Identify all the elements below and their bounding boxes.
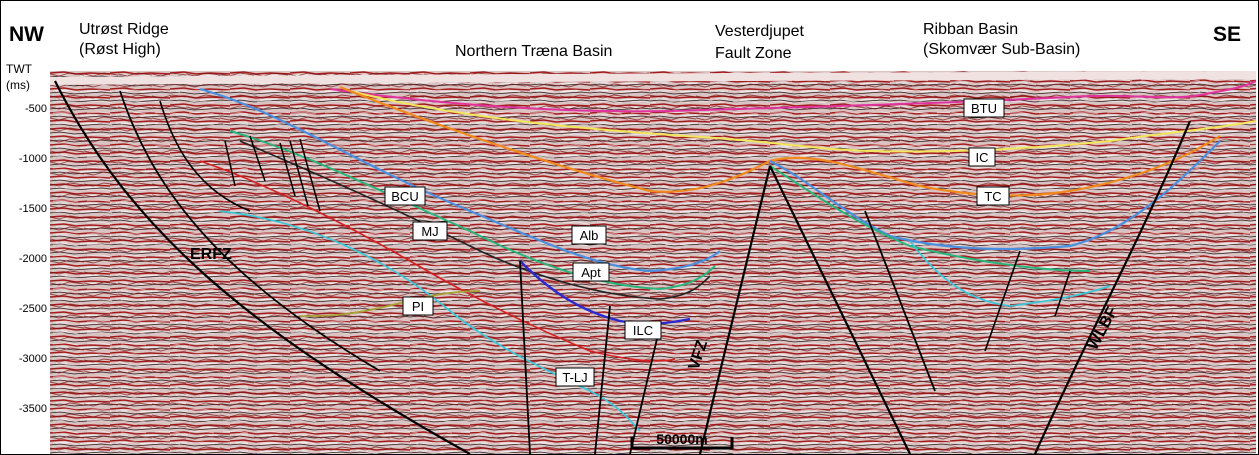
svg-text:T-LJ: T-LJ	[562, 370, 587, 385]
fault-line	[224, 135, 321, 212]
horizon-label-ic: IC	[968, 147, 996, 167]
horizon-btu	[329, 80, 1256, 113]
horizon-tlj	[219, 210, 1111, 432]
fault-erfz-main	[54, 80, 471, 454]
region-utrost-line2: (Røst High)	[79, 41, 161, 58]
fault-line	[984, 250, 1021, 352]
svg-text:IC: IC	[976, 150, 989, 165]
svg-text:Apt: Apt	[581, 265, 601, 280]
fault-wlbf	[1033, 120, 1192, 454]
region-vesterdjupet-line2: Fault Zone	[715, 45, 792, 62]
horizon-bcu	[239, 140, 711, 300]
svg-text:TC: TC	[984, 189, 1001, 204]
horizon-tc	[339, 85, 1221, 197]
horizon-label-alb: Alb	[571, 225, 607, 245]
seismic-texture	[50, 71, 1256, 454]
horizon-label-btu: BTU	[963, 98, 1005, 118]
tick-label: -2000	[18, 253, 47, 265]
horizon-ilc	[519, 260, 691, 325]
region-utrost-line1: Utrøst Ridge	[79, 21, 169, 38]
seismic-section: BTU IC TC BCU Alb Apt ILC MJ T-LJ PI ERF…	[50, 71, 1256, 454]
region-traena-label: Northern Træna Basin	[455, 43, 613, 60]
scale-bar: 50000m	[630, 431, 734, 450]
scale-bar-label: 50000m	[656, 431, 707, 447]
horizon-label-apt: Apt	[572, 262, 610, 282]
fault-vfz	[698, 165, 772, 454]
horizon-pi	[299, 290, 481, 318]
axis-unit-twt: TWT	[6, 62, 32, 76]
svg-text:PI: PI	[412, 299, 424, 314]
horizon-label-bcu: BCU	[384, 186, 426, 206]
tick-label: -3000	[18, 353, 47, 365]
fault-line	[159, 100, 251, 212]
tick-label: -1500	[18, 203, 47, 215]
svg-text:MJ: MJ	[421, 224, 438, 239]
tick-label: -1000	[18, 153, 47, 165]
horizon-label-tc: TC	[976, 186, 1010, 206]
horizon-label-pi: PI	[402, 296, 434, 316]
direction-nw-label: NW	[9, 23, 44, 46]
svg-text:Alb: Alb	[580, 228, 599, 243]
svg-text:BCU: BCU	[391, 189, 418, 204]
horizon-ic	[349, 90, 1256, 153]
fault-line	[769, 165, 911, 454]
horizon-apt	[229, 130, 1091, 291]
tick-label: -3500	[18, 403, 47, 415]
horizon-label-mj: MJ	[412, 221, 448, 241]
tick-label: -2500	[18, 303, 47, 315]
fault-line	[594, 305, 611, 454]
fault-line	[119, 90, 381, 372]
direction-se-label: SE	[1213, 23, 1242, 46]
sea-floor-band	[50, 71, 1256, 85]
svg-text:ILC: ILC	[633, 323, 653, 338]
tick-label: -500	[24, 103, 47, 115]
horizon-label-tlj: T-LJ	[555, 367, 595, 387]
region-vesterdjupet-line1: Vesterdjupet	[715, 23, 804, 40]
fault-label-erfz: ERFZ	[190, 246, 232, 263]
fault-line	[519, 260, 531, 454]
fault-line	[629, 325, 661, 454]
svg-text:BTU: BTU	[971, 101, 997, 116]
region-ribban-line2: (Skomvær Sub-Basin)	[923, 41, 1081, 58]
fault-line	[864, 210, 936, 392]
fault-line	[1054, 270, 1071, 317]
region-ribban-line1: Ribban Basin	[923, 21, 1019, 38]
axis-unit-ms: (ms)	[6, 78, 30, 92]
horizon-label-ilc: ILC	[624, 320, 662, 340]
